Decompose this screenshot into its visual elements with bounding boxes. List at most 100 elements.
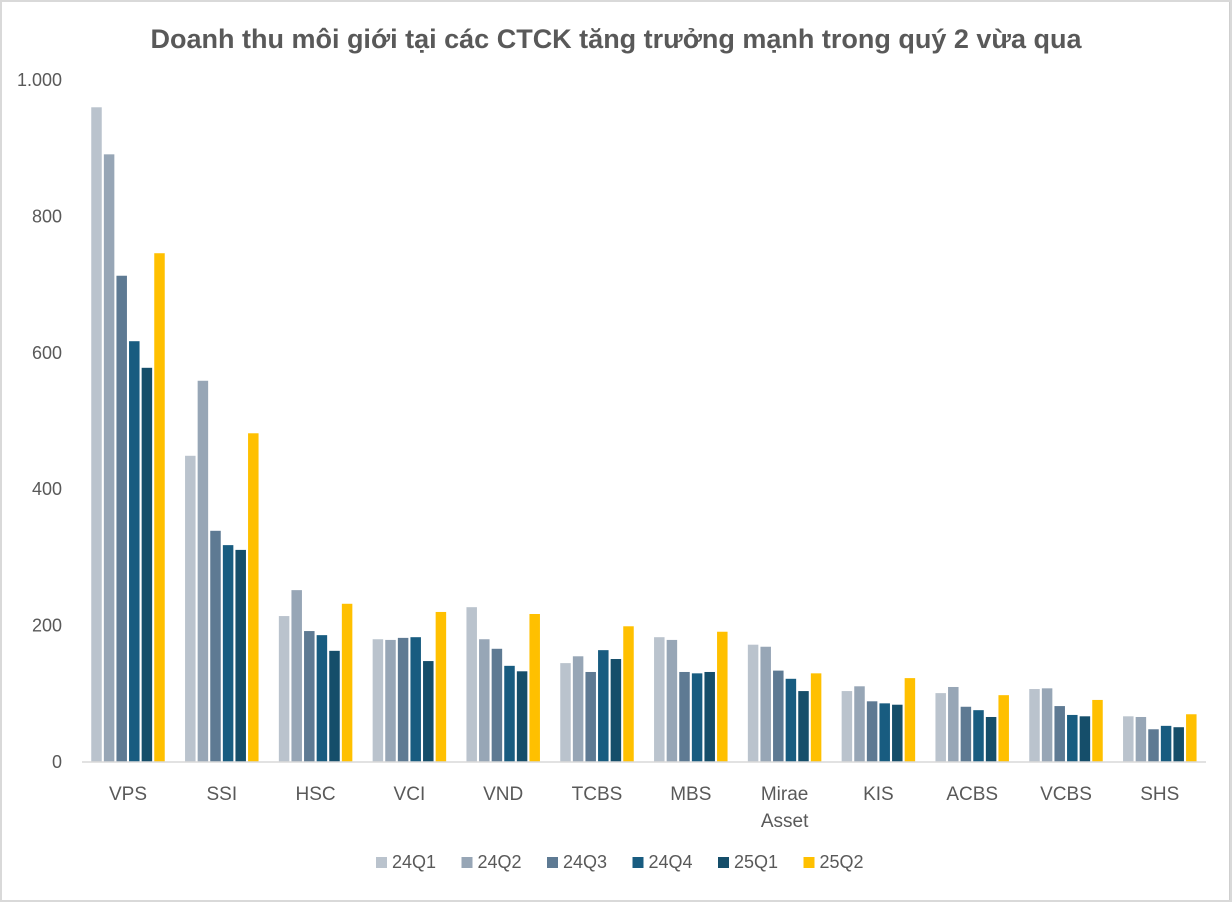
legend-item-25Q2: 25Q2 — [803, 852, 864, 872]
bar-25Q1-kis — [892, 704, 903, 762]
bar-25Q2-hsc — [341, 603, 353, 762]
legend-swatch — [632, 857, 644, 868]
bar-25Q1-mirae-asset — [798, 691, 809, 762]
legend: 24Q1 24Q2 24Q3 24Q4 25Q1 25Q2 — [376, 852, 864, 872]
legend-label: 24Q4 — [649, 852, 693, 872]
bar-24Q1-mirae-asset — [747, 644, 759, 762]
x-tick-label: VCI — [394, 784, 426, 805]
bar-24Q1-kis — [841, 691, 853, 762]
x-axis-categories: VPS SSI HSC VCI VND TCBS MBS Mirae Asset KIS ACBS V… — [109, 784, 1179, 832]
x-tick-label: VND — [483, 784, 523, 805]
x-tick-label: SHS — [1140, 784, 1179, 805]
bar-24Q2-vcbs — [1041, 688, 1053, 762]
bar-24Q2-vnd — [479, 639, 490, 762]
bar-24Q4-tcbs — [598, 650, 609, 762]
y-tick-label: 0 — [52, 752, 62, 772]
bar-24Q1-acbs — [935, 693, 946, 762]
legend-item-24Q3: 24Q3 — [547, 852, 607, 872]
y-tick-label: 1.000 — [17, 70, 62, 90]
bar-24Q4-vps — [129, 341, 140, 762]
bar-24Q2-tcbs — [572, 656, 584, 762]
bar-25Q1-vps — [141, 367, 153, 762]
bar-25Q1-vnd — [516, 671, 528, 762]
legend-item-24Q2: 24Q2 — [461, 852, 522, 872]
bar-25Q2-vcbs — [1092, 699, 1103, 762]
bar-25Q2-tcbs — [623, 626, 634, 762]
bar-25Q1-shs — [1173, 727, 1184, 762]
bar-24Q4-vnd — [504, 665, 515, 762]
legend-item-24Q1: 24Q1 — [376, 852, 436, 872]
bar-24Q2-shs — [1135, 716, 1147, 762]
bar-24Q1-ssi — [185, 455, 196, 762]
bar-24Q3-shs — [1148, 729, 1159, 762]
x-tick-label: MBS — [670, 784, 711, 805]
y-tick-label: 600 — [32, 343, 62, 363]
legend-label: 25Q2 — [820, 852, 864, 872]
bar-24Q3-tcbs — [585, 671, 596, 762]
bar-25Q1-hsc — [329, 650, 340, 762]
bar-24Q2-hsc — [291, 590, 302, 762]
bar-25Q1-acbs — [985, 716, 997, 762]
bar-24Q3-vnd — [491, 648, 503, 762]
bar-24Q3-hsc — [304, 631, 315, 762]
bar-25Q2-kis — [904, 678, 916, 762]
bars — [91, 107, 1197, 762]
bar-24Q4-shs — [1160, 725, 1172, 762]
x-tick-label: VCBS — [1040, 784, 1092, 805]
y-tick-label: 800 — [32, 206, 62, 226]
legend-swatch — [376, 857, 387, 868]
y-axis-ticks: 0 200 400 600 800 1.000 — [17, 70, 62, 772]
bar-24Q3-mirae-asset — [773, 670, 784, 762]
bar-24Q1-vnd — [466, 607, 477, 762]
bar-25Q1-tcbs — [610, 659, 622, 762]
bar-24Q2-ssi — [197, 380, 209, 762]
bar-25Q1-ssi — [235, 549, 246, 762]
bar-24Q4-acbs — [973, 710, 984, 762]
legend-swatch — [461, 857, 473, 868]
x-tick-label: SSI — [206, 784, 237, 805]
bar-24Q1-hsc — [278, 616, 290, 762]
bar-24Q2-acbs — [948, 686, 959, 762]
x-tick-label: Mirae Asset — [761, 784, 809, 832]
x-tick-label: VPS — [109, 784, 147, 805]
bar-24Q3-vps — [116, 275, 127, 762]
bar-24Q2-mbs — [666, 639, 678, 762]
bar-24Q2-vps — [103, 154, 115, 762]
bar-24Q4-mbs — [691, 673, 703, 762]
legend-label: 24Q2 — [478, 852, 522, 872]
y-tick-label: 200 — [32, 616, 62, 636]
x-tick-label: KIS — [863, 784, 894, 805]
bar-24Q4-ssi — [222, 545, 234, 762]
legend-label: 24Q1 — [392, 852, 436, 872]
bar-24Q3-mbs — [679, 671, 690, 762]
legend-swatch — [718, 857, 729, 868]
legend-item-24Q4: 24Q4 — [632, 852, 693, 872]
bar-24Q4-kis — [879, 703, 890, 762]
bar-25Q2-vnd — [529, 614, 540, 762]
bar-24Q1-mbs — [654, 637, 665, 762]
x-tick-label: TCBS — [572, 784, 623, 805]
bar-25Q2-ssi — [248, 433, 259, 762]
bar-25Q2-acbs — [998, 695, 1009, 762]
bar-24Q3-vcbs — [1054, 706, 1065, 762]
legend-label: 25Q1 — [734, 852, 778, 872]
bar-25Q1-vcbs — [1079, 716, 1091, 762]
bar-24Q3-kis — [866, 701, 878, 762]
bar-24Q1-tcbs — [560, 663, 571, 762]
bar-24Q3-vci — [397, 637, 409, 762]
bar-25Q2-mirae-asset — [810, 673, 822, 762]
bar-24Q1-vcbs — [1029, 689, 1040, 762]
bar-24Q3-acbs — [960, 706, 972, 762]
chart-title: Doanh thu môi giới tại các CTCK tăng trư… — [150, 24, 1082, 54]
bar-24Q2-kis — [854, 686, 865, 762]
bar-25Q2-vci — [435, 611, 447, 762]
bar-24Q1-vci — [372, 639, 384, 762]
bar-24Q1-shs — [1123, 716, 1134, 762]
bar-25Q2-vps — [154, 253, 165, 762]
bar-24Q4-mirae-asset — [785, 678, 797, 762]
legend-label: 24Q3 — [563, 852, 607, 872]
x-tick-label: ACBS — [946, 784, 998, 805]
legend-item-25Q1: 25Q1 — [718, 852, 778, 872]
